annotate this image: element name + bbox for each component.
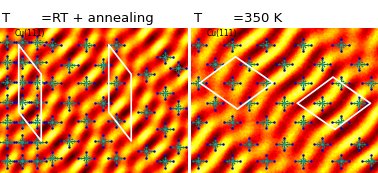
Text: T: T xyxy=(194,12,202,25)
Text: Cu(111): Cu(111) xyxy=(206,29,237,38)
Text: =RT + annealing: =RT + annealing xyxy=(41,12,153,25)
Text: Cu(111): Cu(111) xyxy=(14,29,45,38)
Text: =350 K: =350 K xyxy=(233,12,282,25)
Text: T: T xyxy=(2,12,10,25)
